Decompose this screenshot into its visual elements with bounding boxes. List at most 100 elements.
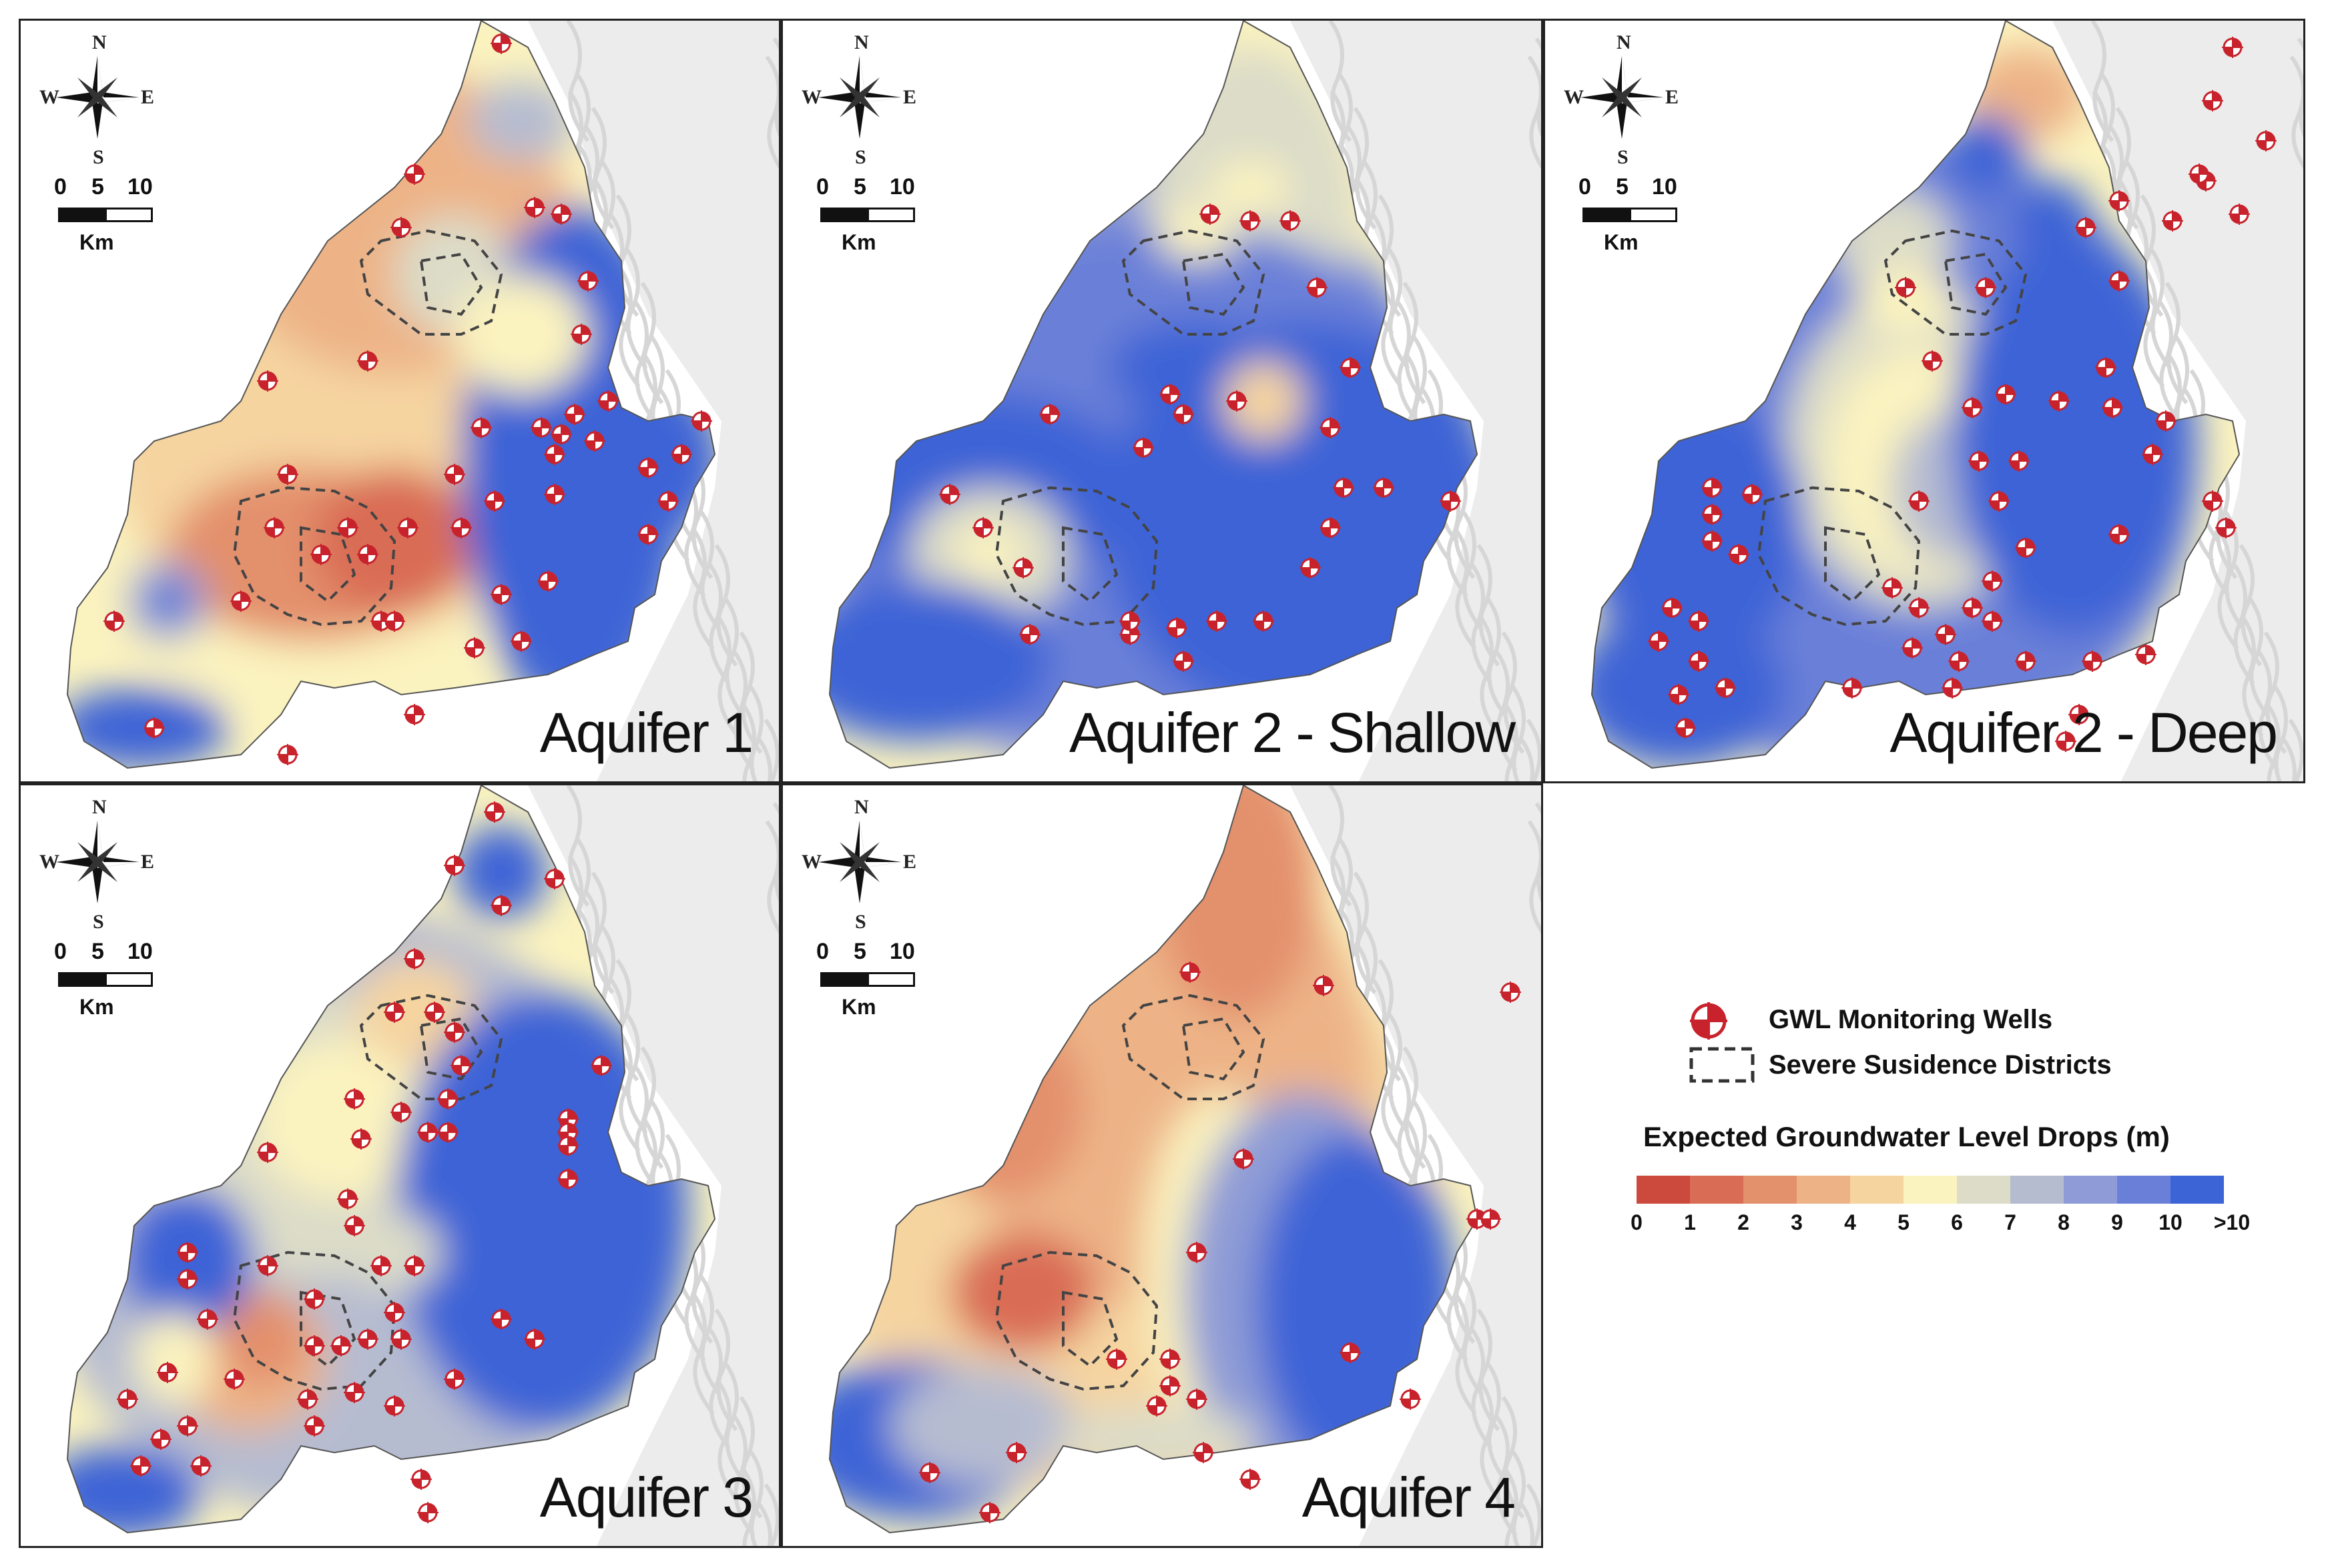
monitoring-well-marker (404, 948, 425, 969)
colorbar-title: Expected Groundwater Level Drops (m) (1643, 1121, 2170, 1152)
monitoring-well-marker (939, 484, 960, 505)
subsidence-district-outline (359, 229, 503, 336)
compass-w-label: W (39, 86, 59, 108)
compass-e-label: E (903, 86, 917, 108)
panel-title: Aquifer 2 - Shallow (1069, 701, 1516, 764)
monitoring-well-marker (1119, 611, 1141, 632)
monitoring-well-marker (1982, 570, 2003, 592)
study-area-boundary (1590, 21, 2241, 769)
monitoring-well-marker (197, 1308, 218, 1330)
monitoring-well-marker (357, 350, 378, 372)
monitoring-well-marker (344, 1382, 365, 1403)
monitoring-well-marker (2108, 270, 2130, 292)
scale-tick-label: 5 (91, 939, 104, 964)
compass-e-label: E (141, 851, 155, 873)
monitoring-well-marker (1166, 617, 1187, 639)
color-scale-swatch (1690, 1176, 1743, 1204)
scale-tick-label: 5 (854, 939, 866, 964)
monitoring-well-marker (551, 204, 572, 225)
monitoring-well-marker (2229, 204, 2250, 225)
scale-tick-label: 5 (91, 174, 104, 200)
monitoring-well-marker (404, 1255, 425, 1276)
subsidence-district-outline (1062, 1290, 1119, 1368)
compass-rose-icon (56, 821, 139, 903)
monitoring-well-marker (1012, 557, 1034, 578)
compass-rose-icon (56, 56, 139, 139)
subsidence-district-outline (1883, 229, 2028, 336)
monitoring-well-marker (1935, 624, 1956, 645)
monitoring-well-marker (384, 1395, 405, 1417)
monitoring-well-marker (1179, 961, 1201, 983)
monitoring-well-marker (1675, 717, 1696, 739)
monitoring-well-marker (484, 490, 505, 512)
scale-bar: 0 5 10 Km (54, 174, 161, 261)
monitoring-well-marker (444, 855, 465, 876)
monitoring-well-marker (370, 1255, 392, 1276)
monitoring-well-marker (1841, 677, 1863, 699)
monitoring-well-marker (2108, 190, 2130, 212)
monitoring-well-marker (337, 517, 358, 538)
monitoring-well-marker (1193, 1442, 1214, 1463)
monitoring-well-marker (491, 584, 512, 605)
monitoring-well-marker (397, 517, 418, 538)
color-scale-swatch (1850, 1176, 1904, 1204)
subsidence-district-outline (1944, 252, 2008, 316)
monitoring-well-marker (464, 637, 485, 659)
monitoring-well-marker (1948, 651, 1970, 672)
color-scale-swatch (2064, 1176, 2117, 1204)
monitoring-well-marker (2008, 450, 2030, 472)
monitoring-well-marker (1226, 390, 1247, 412)
monitoring-well-marker (451, 1055, 472, 1076)
monitoring-well-marker (264, 517, 285, 538)
monitoring-well-marker (1146, 1395, 1167, 1417)
groundwater-map (828, 785, 1541, 1546)
monitoring-well-marker (1440, 490, 1461, 512)
north-arrow-compass: N S E W (802, 796, 916, 933)
monitoring-well-marker (584, 430, 605, 452)
monitoring-well-marker (1962, 397, 1983, 418)
level-drop-zone (923, 1012, 1083, 1199)
monitoring-well-marker (1982, 611, 2003, 632)
monitoring-well-marker (1340, 357, 1361, 378)
subsidence-district-outline (1181, 1017, 1245, 1081)
monitoring-well-marker (1648, 631, 1669, 652)
monitoring-well-marker (637, 457, 659, 478)
monitoring-well-marker (671, 444, 692, 465)
subsidence-district-outline (300, 526, 356, 603)
monitoring-well-marker (597, 390, 619, 412)
compass-s-label: S (1617, 146, 1629, 168)
monitoring-well-marker (304, 1335, 325, 1356)
compass-s-label: S (855, 146, 866, 168)
scale-bar-white-segment (105, 208, 153, 222)
monitoring-well-marker (544, 868, 565, 889)
monitoring-well-marker (143, 717, 165, 739)
district-boundary-icon (1689, 1047, 1755, 1083)
level-drop-zone (67, 688, 228, 768)
compass-rose-icon (1580, 56, 1663, 139)
monitoring-well-marker (551, 424, 572, 445)
scale-tick-label: 0 (1578, 174, 1591, 200)
compass-n-label: N (1617, 31, 1631, 53)
monitoring-well-marker (591, 1055, 612, 1076)
panel-title: Aquifer 3 (539, 1466, 754, 1529)
map-panel-aquifer-4: N S E W 0 5 10 Km Aquifer 4 (781, 783, 1543, 1548)
scale-tick-label: 0 (816, 939, 829, 964)
level-drop-zone (956, 524, 1023, 584)
level-drop-zone (394, 992, 688, 1433)
level-drop-zone (1210, 161, 1290, 214)
monitoring-well-marker (1668, 684, 1689, 705)
monitoring-well-marker (1701, 477, 1723, 498)
panel-title: Aquifer 2 - Deep (1889, 701, 2278, 764)
scale-bar-black-segment (58, 972, 106, 987)
monitoring-well-marker (384, 1002, 405, 1023)
monitoring-well-marker (1239, 1469, 1261, 1490)
level-drop-zone (890, 1366, 1077, 1486)
color-scale-swatch (1957, 1176, 2010, 1204)
monitoring-well-marker (2222, 37, 2243, 58)
monitoring-well-marker (177, 1415, 198, 1437)
monitoring-well-marker (384, 611, 405, 632)
monitoring-well-marker (564, 404, 585, 425)
monitoring-well-marker (2202, 490, 2223, 512)
groundwater-map (66, 21, 779, 781)
monitoring-well-marker (637, 524, 659, 545)
